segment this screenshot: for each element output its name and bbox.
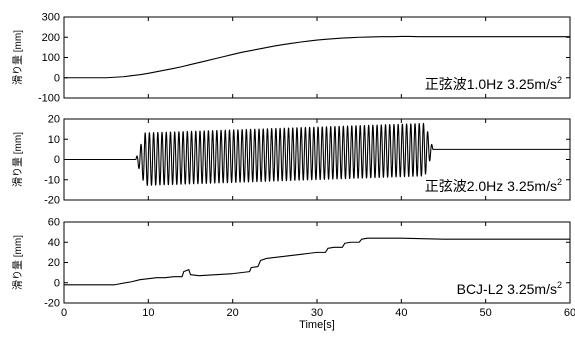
x-tick-label: 10	[142, 307, 154, 319]
x-tick-label: 0	[61, 307, 67, 319]
y-tick-label: -20	[44, 298, 60, 310]
panel-annotation: 正弦波2.0Hz 3.25m/s2	[425, 177, 562, 194]
y-axis-label: 滑り量 [mm]	[12, 132, 24, 187]
y-tick-label: -10	[44, 174, 60, 186]
y-tick-label: 60	[48, 217, 60, 229]
series-line-3	[64, 237, 570, 286]
y-tick-label: 0	[54, 72, 60, 84]
y-tick-label: -100	[38, 93, 60, 105]
x-tick-label: 20	[227, 307, 239, 319]
series-line-2	[63, 122, 571, 186]
x-tick-label: 60	[564, 307, 575, 319]
y-axis-label: 滑り量 [mm]	[12, 235, 24, 290]
x-tick-label: 40	[395, 307, 407, 319]
x-tick-label: 30	[311, 307, 323, 319]
panel-annotation: 正弦波1.0Hz 3.25m/s2	[425, 75, 562, 92]
chart-panel-2: -20 -10 0 10 20 滑り量 [mm] 正弦波2.0Hz 3.25m/s2	[12, 114, 571, 207]
chart-panel-1: -100 0 100 200 300 滑り量 [mm] 正弦波1.0Hz 3.25m/s2	[12, 12, 571, 105]
y-tick-label: 100	[42, 52, 60, 64]
x-axis-label: Time[s]	[299, 319, 335, 331]
x-tick-label: 50	[480, 307, 492, 319]
y-tick-label: 0	[54, 154, 60, 166]
y-tick-label: 40	[48, 237, 60, 249]
y-tick-label: 200	[42, 32, 60, 44]
y-tick-label: 10	[48, 134, 60, 146]
y-tick-label: -20	[44, 195, 60, 207]
series-line-1	[64, 35, 570, 79]
y-tick-label: 300	[42, 12, 60, 24]
y-tick-label: 20	[48, 257, 60, 269]
y-tick-label: 0	[54, 277, 60, 289]
panel-annotation: BCJ-L2 3.25m/s2	[457, 280, 562, 297]
y-tick-label: 20	[48, 114, 60, 126]
y-axis-label: 滑り量 [mm]	[12, 30, 24, 85]
